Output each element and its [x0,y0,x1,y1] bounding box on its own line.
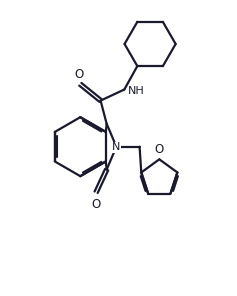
Text: O: O [155,143,164,156]
Text: O: O [91,198,101,211]
Text: NH: NH [128,86,144,96]
Text: O: O [74,68,84,81]
Text: N: N [112,142,121,152]
